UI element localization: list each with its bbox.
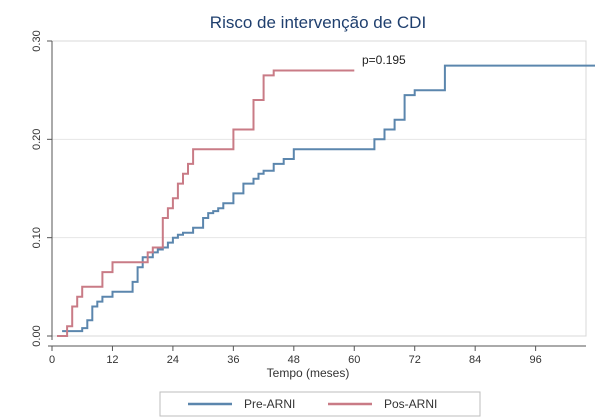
x-tick-label: 72	[409, 354, 421, 366]
x-tick-label: 96	[529, 354, 541, 366]
y-tick-label: 0.20	[31, 129, 43, 150]
x-tick-label: 12	[106, 354, 118, 366]
x-axis-label: Tempo (meses)	[267, 366, 350, 380]
legend-label-pos-arni: Pos-ARNI	[384, 397, 437, 411]
x-tick-label: 84	[469, 354, 481, 366]
x-tick-label: 24	[167, 354, 179, 366]
p-value-annotation: p=0.195	[362, 53, 406, 67]
legend-label-pre-arni: Pre-ARNI	[244, 397, 295, 411]
legend: Pre-ARNI Pos-ARNI	[159, 391, 481, 417]
y-tick-label: 0.10	[31, 227, 43, 248]
axes: 0.00 0.10 0.20 0.30 0 12 24 36 48 60 72 84 96	[31, 30, 586, 366]
x-tick-label: 0	[49, 354, 55, 366]
series-line-pos-arni	[57, 69, 355, 337]
x-tick-label: 36	[227, 354, 239, 366]
x-tick-label: 48	[288, 354, 300, 366]
series-line-pre-arni	[62, 64, 595, 333]
series	[57, 64, 595, 337]
y-tick-label: 0.00	[31, 325, 43, 346]
x-tick-label: 60	[348, 354, 360, 366]
y-tick-label: 0.30	[31, 30, 43, 51]
chart-title: Risco de intervenção de CDI	[210, 13, 426, 32]
